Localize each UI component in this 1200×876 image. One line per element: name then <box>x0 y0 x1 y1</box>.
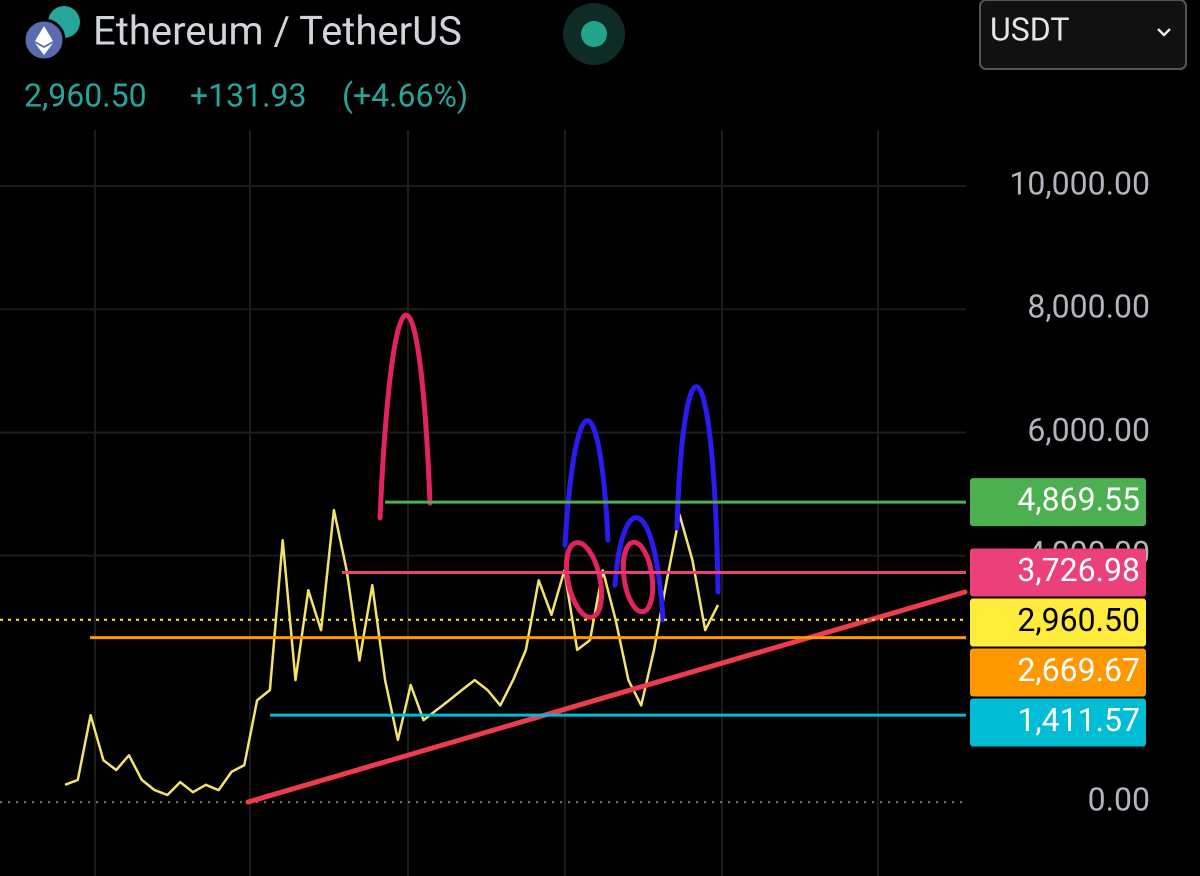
circle-mark <box>620 539 656 615</box>
last-price: 2,960.50 <box>24 76 147 114</box>
currency-label[interactable]: USDT <box>990 10 1069 48</box>
price-label-box <box>970 478 1146 527</box>
shoulder-arc <box>562 418 611 548</box>
shoulder-arc <box>674 384 721 595</box>
y-tick-label: 8,000.00 <box>1027 288 1150 326</box>
price-label-box <box>970 598 1146 647</box>
circle-mark <box>563 540 605 620</box>
price-label: 1,411.57 <box>1017 701 1140 739</box>
price-label: 3,726.98 <box>1017 551 1140 589</box>
plot <box>64 508 720 797</box>
eth-glyph <box>35 26 53 55</box>
y-tick-label: 6,000.00 <box>1027 411 1150 449</box>
dropdown-caret[interactable] <box>1157 28 1171 37</box>
price-change: +131.93 <box>190 76 307 114</box>
y-tick-label: 10,000.00 <box>1009 164 1150 202</box>
currency-select[interactable] <box>979 0 1187 70</box>
head-arc <box>377 312 433 521</box>
price-label-box <box>970 548 1146 597</box>
price-label: 2,669.67 <box>1017 651 1140 689</box>
price-change-pct: (+4.66%) <box>342 76 468 114</box>
shoulder-arc <box>612 515 666 623</box>
status-dot <box>581 21 607 47</box>
price-label-box <box>970 648 1146 697</box>
price-label-box <box>970 698 1146 747</box>
trend-line <box>245 589 968 805</box>
price-label: 4,869.55 <box>1017 481 1140 519</box>
y-tick-label: 0.00 <box>1088 781 1150 819</box>
symbol-title: Ethereum / TetherUS <box>93 8 462 55</box>
levels: 4,869.55 3,726.98 2,960.50 2,669.67 1,411.57 <box>0 478 1146 747</box>
annotations <box>245 312 968 805</box>
price-label: 2,960.50 <box>1017 601 1140 639</box>
price-line <box>64 508 720 797</box>
header: Ethereum / TetherUS 2,960.50 +131.93 (+4… <box>22 0 1187 114</box>
